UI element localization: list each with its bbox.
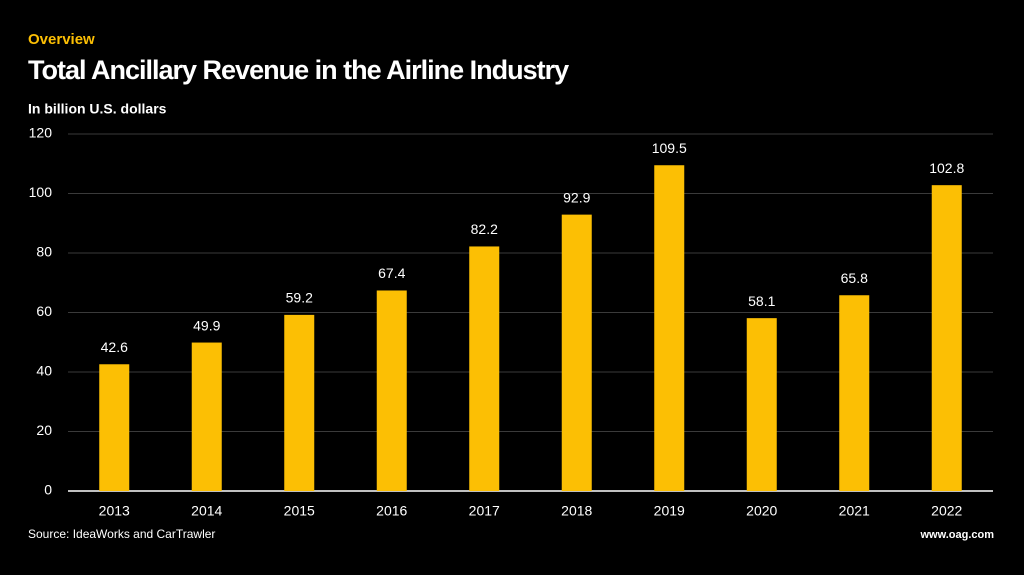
x-tick-label: 2021 bbox=[839, 503, 870, 519]
y-tick-label: 120 bbox=[29, 125, 53, 141]
value-label: 67.4 bbox=[378, 265, 405, 281]
bar bbox=[561, 214, 592, 491]
chart-title: Total Ancillary Revenue in the Airline I… bbox=[28, 55, 569, 85]
value-label: 42.6 bbox=[101, 339, 128, 355]
value-label: 82.2 bbox=[471, 221, 498, 237]
y-tick-label: 100 bbox=[29, 184, 53, 200]
bar bbox=[376, 290, 407, 491]
x-tick-label: 2014 bbox=[191, 503, 222, 519]
value-label: 92.9 bbox=[563, 189, 590, 205]
bar bbox=[839, 295, 870, 491]
subtitle: In billion U.S. dollars bbox=[28, 101, 167, 117]
website: www.oag.com bbox=[919, 529, 994, 541]
kicker: Overview bbox=[28, 31, 95, 48]
y-tick-label: 0 bbox=[44, 482, 52, 498]
bar bbox=[469, 246, 500, 491]
source: Source: IdeaWorks and CarTrawler bbox=[28, 527, 215, 541]
bar bbox=[931, 185, 962, 492]
bar bbox=[654, 165, 685, 492]
value-label: 65.8 bbox=[841, 270, 868, 286]
x-tick-label: 2019 bbox=[654, 503, 685, 519]
y-tick-label: 20 bbox=[36, 422, 52, 438]
value-label: 49.9 bbox=[193, 317, 220, 333]
bar bbox=[284, 314, 315, 491]
x-tick-label: 2016 bbox=[376, 503, 407, 519]
y-tick-label: 80 bbox=[36, 244, 52, 260]
value-label: 59.2 bbox=[286, 290, 313, 306]
x-tick-label: 2018 bbox=[561, 503, 592, 519]
bar bbox=[746, 318, 777, 491]
x-tick-label: 2013 bbox=[99, 503, 130, 519]
bar bbox=[99, 364, 130, 491]
value-label: 109.5 bbox=[652, 140, 687, 156]
x-tick-label: 2020 bbox=[746, 503, 777, 519]
bar bbox=[191, 342, 222, 491]
x-tick-label: 2022 bbox=[931, 503, 962, 519]
y-tick-label: 60 bbox=[36, 303, 52, 319]
value-label: 58.1 bbox=[748, 293, 775, 309]
x-tick-label: 2017 bbox=[469, 503, 500, 519]
value-label: 102.8 bbox=[929, 160, 964, 176]
x-tick-label: 2015 bbox=[284, 503, 315, 519]
y-tick-label: 40 bbox=[36, 363, 52, 379]
